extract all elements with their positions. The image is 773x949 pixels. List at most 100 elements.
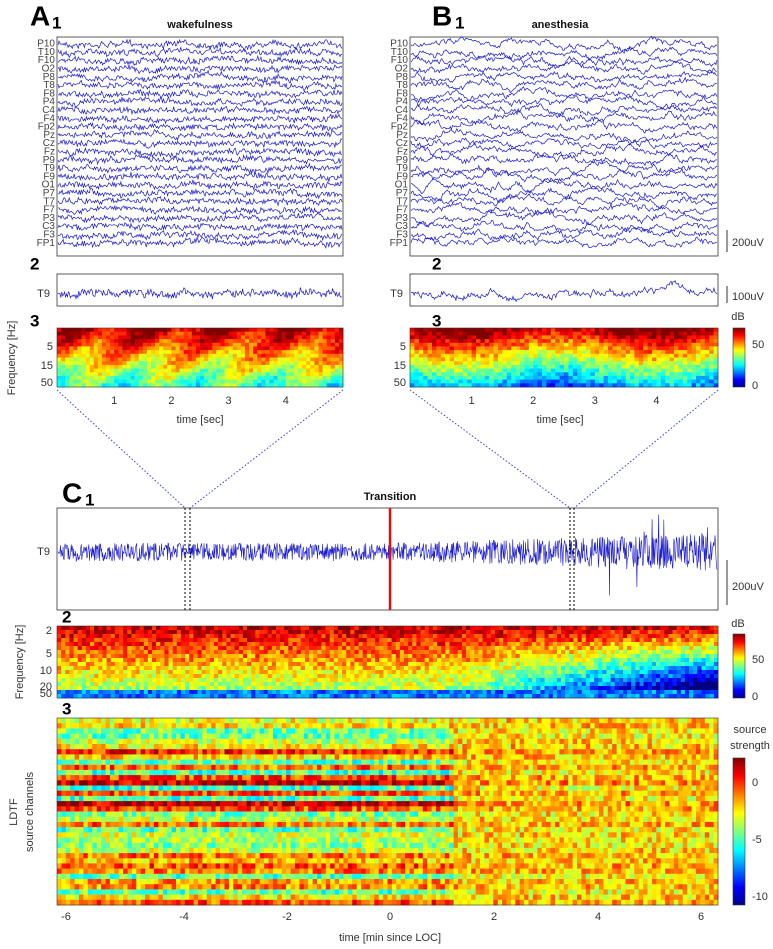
- spectrogram-cell: [263, 630, 269, 635]
- spectrogram-cell: [183, 350, 189, 355]
- spectrogram-cell: [682, 331, 688, 336]
- eeg-trace: [410, 236, 718, 248]
- spectrogram-cell: [669, 339, 675, 344]
- spectrogram-cell: [586, 328, 591, 333]
- spectrogram-cell: [127, 634, 132, 639]
- spectrogram-cell: [94, 666, 99, 671]
- spectrogram-cell: [189, 658, 194, 663]
- spectrogram-cell: [89, 350, 95, 355]
- spectrogram-cell: [195, 331, 201, 336]
- spectrogram-cell: [440, 346, 446, 351]
- spectrogram-cell: [476, 353, 481, 358]
- spectrogram-cell: [285, 379, 291, 384]
- spectrogram-cell: [259, 674, 264, 679]
- spectrogram-cell: [490, 682, 496, 687]
- spectrogram-cell: [138, 368, 144, 373]
- spectrogram-cell: [242, 682, 248, 687]
- spectrogram-cell: [265, 375, 270, 380]
- spectrogram-cell: [416, 690, 421, 695]
- spectrogram-cell: [273, 346, 278, 351]
- spectrogram-cell: [337, 626, 343, 631]
- spectrogram-cell: [410, 350, 415, 355]
- spectrogram-cell: [247, 674, 252, 679]
- spectrogram-cell: [346, 674, 351, 679]
- spectrogram-cell: [656, 364, 662, 369]
- spectrogram-cell: [234, 686, 240, 691]
- spectrogram-cell: [610, 642, 616, 647]
- spectrogram-cell: [122, 339, 127, 344]
- spectrogram-cell: [471, 368, 477, 373]
- spectrogram-cell: [329, 634, 335, 639]
- spectrogram-cell: [238, 626, 244, 631]
- spectrogram-cell: [102, 674, 107, 679]
- spectrogram-cell: [164, 654, 169, 659]
- spectrogram-cell: [280, 654, 285, 659]
- spectrogram-cell: [424, 662, 430, 667]
- spectrogram-cell: [412, 694, 417, 699]
- spectrogram-cell: [482, 694, 487, 699]
- spectrogram-cell: [313, 626, 318, 631]
- spectrogram-cell: [565, 650, 570, 655]
- spectrogram-cell: [309, 674, 314, 679]
- spectrogram-cell: [187, 364, 193, 369]
- spectrogram-cell: [569, 654, 574, 659]
- spectrogram-cell: [674, 328, 679, 333]
- spectrogram-cell: [581, 357, 587, 362]
- spectrogram-cell: [69, 383, 74, 388]
- spectrogram-cell: [354, 654, 359, 659]
- spectrogram-cell: [704, 364, 710, 369]
- spectrogram-cell: [696, 339, 701, 344]
- spectrogram-cell: [590, 368, 596, 373]
- spectrogram-cell: [168, 626, 173, 631]
- spectrogram-cell: [164, 690, 169, 695]
- spectrogram-cell: [665, 368, 670, 373]
- spectrogram-cell: [61, 666, 66, 671]
- spectrogram-cell: [224, 368, 229, 373]
- spectrogram-cell: [572, 342, 578, 347]
- spectrogram-cell: [623, 690, 628, 695]
- spectrogram-cell: [462, 368, 468, 373]
- spectrogram-cell: [333, 646, 339, 651]
- channel-label: Fp2: [38, 122, 56, 133]
- spectrogram-cell: [318, 346, 323, 351]
- spectrogram-cell: [180, 682, 186, 687]
- spectrogram-cell: [280, 650, 285, 655]
- spectrogram-cell: [350, 630, 355, 635]
- colorbar: [732, 757, 746, 906]
- spectrogram-cell: [489, 379, 494, 384]
- spectrogram-cell: [606, 630, 611, 635]
- spectrogram-cell: [90, 670, 95, 675]
- spectrogram-cell: [89, 372, 95, 377]
- spectrogram-cell: [603, 383, 609, 388]
- spectrogram-cell: [428, 630, 434, 635]
- spectrogram-cell: [69, 650, 74, 655]
- spectrogram-cell: [623, 658, 628, 663]
- spectrogram-cell: [643, 342, 648, 347]
- spectrogram-cell: [288, 654, 293, 659]
- spectrogram-cell: [594, 662, 599, 667]
- spectrogram-cell: [119, 674, 124, 679]
- spectrogram-cell: [515, 353, 521, 358]
- spectrogram-cell: [383, 686, 388, 691]
- spectrogram-cell: [457, 678, 463, 683]
- spectrogram-cell: [81, 682, 87, 687]
- spectrogram-cell: [366, 690, 372, 695]
- spectrogram-cell: [502, 328, 508, 333]
- spectrogram-cell: [216, 353, 221, 358]
- spectrogram-cell: [555, 350, 560, 355]
- spectrogram-cell: [171, 379, 176, 384]
- spectrogram-cell: [119, 654, 124, 659]
- spectrogram-cell: [418, 339, 424, 344]
- spectrogram-cell: [147, 658, 153, 663]
- spectrogram-cell: [410, 331, 415, 336]
- spectrogram-cell: [289, 346, 295, 351]
- spectrogram-cell: [410, 361, 415, 366]
- spectrogram-cell: [244, 328, 250, 333]
- spectrogram-cell: [296, 642, 302, 647]
- spectrogram-cell: [81, 678, 87, 683]
- spectrogram-cell: [193, 666, 198, 671]
- spectrogram-cell: [292, 634, 297, 639]
- spectrogram-cell: [489, 364, 494, 369]
- spectrogram-cell: [445, 368, 450, 373]
- spectrogram-cell: [546, 350, 552, 355]
